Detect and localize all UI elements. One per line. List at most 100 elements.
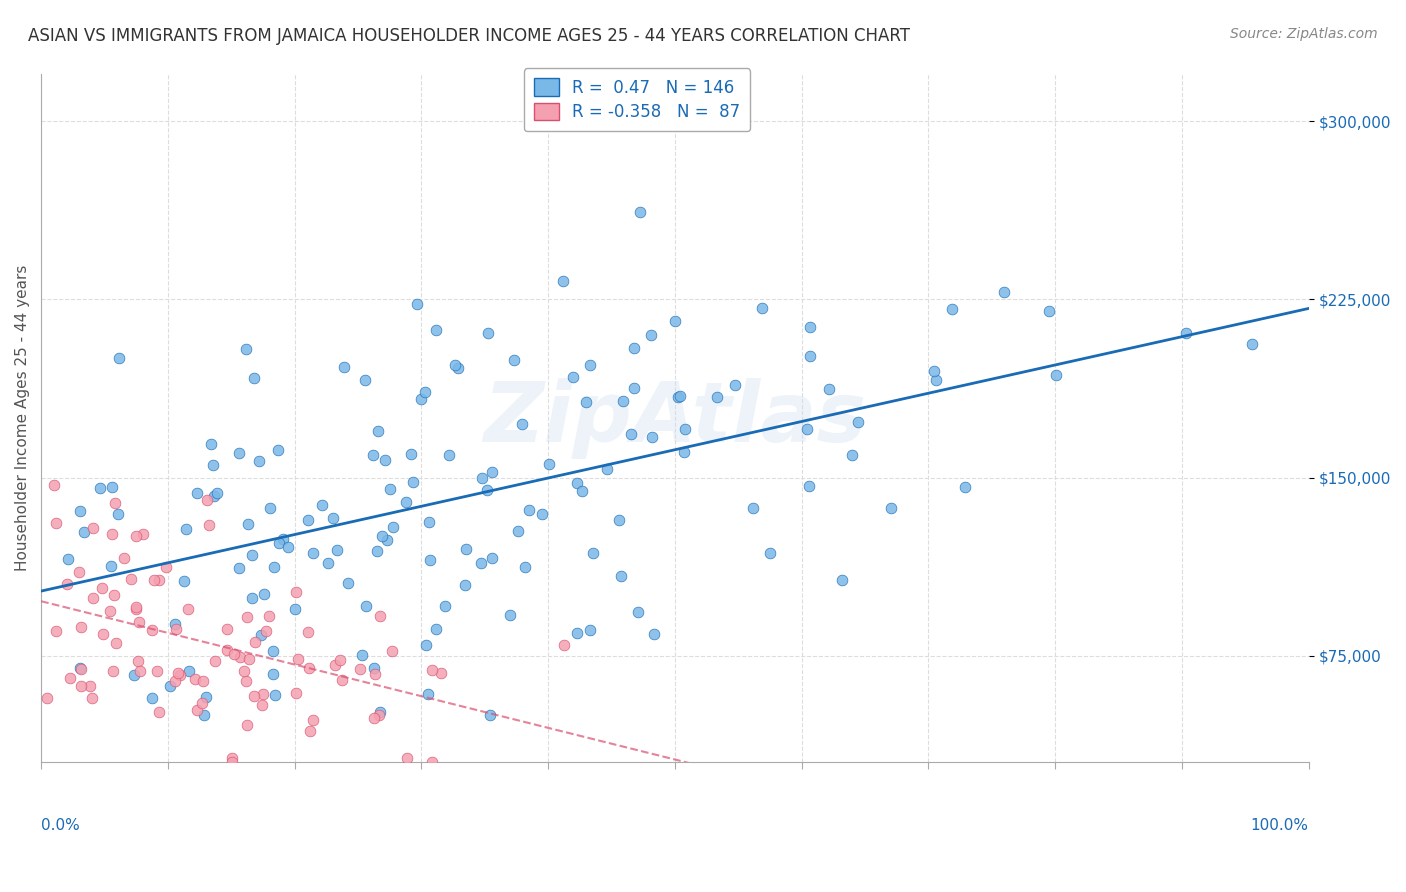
Text: 100.0%: 100.0% bbox=[1251, 818, 1309, 832]
Immigrants from Jamaica bbox=[298, 723, 321, 738]
Asians bbox=[236, 516, 259, 531]
Immigrants from Jamaica bbox=[349, 662, 371, 676]
Asians bbox=[481, 550, 503, 565]
Immigrants from Jamaica bbox=[222, 648, 245, 662]
Asians bbox=[375, 533, 398, 548]
Asians bbox=[479, 708, 502, 723]
Asians bbox=[174, 522, 197, 536]
Asians bbox=[581, 546, 603, 560]
Immigrants from Jamaica bbox=[79, 679, 101, 693]
Immigrants from Jamaica bbox=[59, 671, 82, 685]
Immigrants from Jamaica bbox=[323, 658, 346, 673]
Immigrants from Jamaica bbox=[82, 591, 104, 605]
Asians bbox=[796, 422, 818, 436]
Immigrants from Jamaica bbox=[215, 643, 238, 657]
Asians bbox=[253, 587, 276, 601]
Asians bbox=[498, 607, 520, 622]
Immigrants from Jamaica bbox=[363, 711, 385, 725]
Asians bbox=[673, 421, 696, 435]
Immigrants from Jamaica bbox=[128, 615, 150, 630]
Asians bbox=[706, 390, 728, 404]
Asians bbox=[742, 501, 765, 516]
Asians bbox=[454, 541, 477, 556]
Asians bbox=[477, 326, 499, 340]
Asians bbox=[623, 381, 645, 395]
Asians bbox=[955, 480, 977, 494]
Immigrants from Jamaica bbox=[198, 517, 221, 532]
Immigrants from Jamaica bbox=[195, 493, 218, 508]
Asians bbox=[100, 558, 122, 573]
Immigrants from Jamaica bbox=[236, 717, 259, 731]
Asians bbox=[643, 626, 665, 640]
Immigrants from Jamaica bbox=[236, 610, 259, 624]
Legend: R =  0.47   N = 146, R = -0.358   N =  87: R = 0.47 N = 146, R = -0.358 N = 87 bbox=[523, 69, 751, 131]
Asians bbox=[425, 622, 447, 636]
Asians bbox=[326, 542, 349, 557]
Immigrants from Jamaica bbox=[67, 565, 90, 579]
Asians bbox=[159, 679, 181, 693]
Asians bbox=[240, 549, 263, 563]
Asians bbox=[316, 556, 339, 570]
Immigrants from Jamaica bbox=[141, 623, 163, 637]
Asians bbox=[262, 666, 284, 681]
Immigrants from Jamaica bbox=[298, 661, 321, 675]
Immigrants from Jamaica bbox=[129, 664, 152, 678]
Asians bbox=[817, 382, 839, 396]
Immigrants from Jamaica bbox=[112, 550, 135, 565]
Asians bbox=[925, 373, 948, 387]
Asians bbox=[322, 511, 344, 525]
Asians bbox=[107, 508, 129, 522]
Asians bbox=[101, 480, 124, 494]
Immigrants from Jamaica bbox=[91, 627, 114, 641]
Asians bbox=[194, 690, 217, 705]
Immigrants from Jamaica bbox=[395, 751, 418, 765]
Asians bbox=[354, 599, 377, 613]
Asians bbox=[271, 532, 294, 546]
Asians bbox=[311, 498, 333, 512]
Asians bbox=[382, 520, 405, 534]
Asians bbox=[579, 358, 602, 372]
Asians bbox=[628, 205, 651, 219]
Immigrants from Jamaica bbox=[221, 751, 243, 765]
Asians bbox=[399, 447, 422, 461]
Asians bbox=[263, 688, 285, 702]
Asians bbox=[415, 638, 437, 652]
Asians bbox=[406, 297, 429, 311]
Asians bbox=[561, 369, 583, 384]
Asians bbox=[416, 687, 439, 701]
Immigrants from Jamaica bbox=[183, 672, 205, 686]
Asians bbox=[284, 601, 307, 615]
Immigrants from Jamaica bbox=[243, 634, 266, 648]
Text: ASIAN VS IMMIGRANTS FROM JAMAICA HOUSEHOLDER INCOME AGES 25 - 44 YEARS CORRELATI: ASIAN VS IMMIGRANTS FROM JAMAICA HOUSEHO… bbox=[28, 27, 910, 45]
Asians bbox=[336, 576, 359, 591]
Immigrants from Jamaica bbox=[105, 636, 128, 650]
Asians bbox=[993, 285, 1015, 300]
Asians bbox=[623, 341, 645, 355]
Asians bbox=[367, 424, 389, 438]
Immigrants from Jamaica bbox=[165, 622, 187, 636]
Asians bbox=[259, 500, 281, 515]
Asians bbox=[186, 486, 208, 500]
Immigrants from Jamaica bbox=[330, 673, 353, 687]
Asians bbox=[69, 504, 91, 518]
Asians bbox=[596, 462, 619, 476]
Asians bbox=[641, 430, 664, 444]
Asians bbox=[530, 507, 553, 521]
Asians bbox=[69, 660, 91, 674]
Immigrants from Jamaica bbox=[70, 679, 93, 693]
Asians bbox=[242, 371, 264, 385]
Immigrants from Jamaica bbox=[235, 674, 257, 689]
Asians bbox=[941, 301, 963, 316]
Asians bbox=[513, 559, 536, 574]
Asians bbox=[759, 546, 782, 560]
Asians bbox=[363, 661, 385, 675]
Immigrants from Jamaica bbox=[284, 585, 307, 599]
Asians bbox=[724, 378, 747, 392]
Asians bbox=[609, 568, 631, 582]
Asians bbox=[200, 437, 222, 451]
Text: Source: ZipAtlas.com: Source: ZipAtlas.com bbox=[1230, 27, 1378, 41]
Immigrants from Jamaica bbox=[165, 674, 187, 689]
Immigrants from Jamaica bbox=[148, 705, 170, 719]
Asians bbox=[1045, 368, 1067, 382]
Asians bbox=[228, 561, 250, 575]
